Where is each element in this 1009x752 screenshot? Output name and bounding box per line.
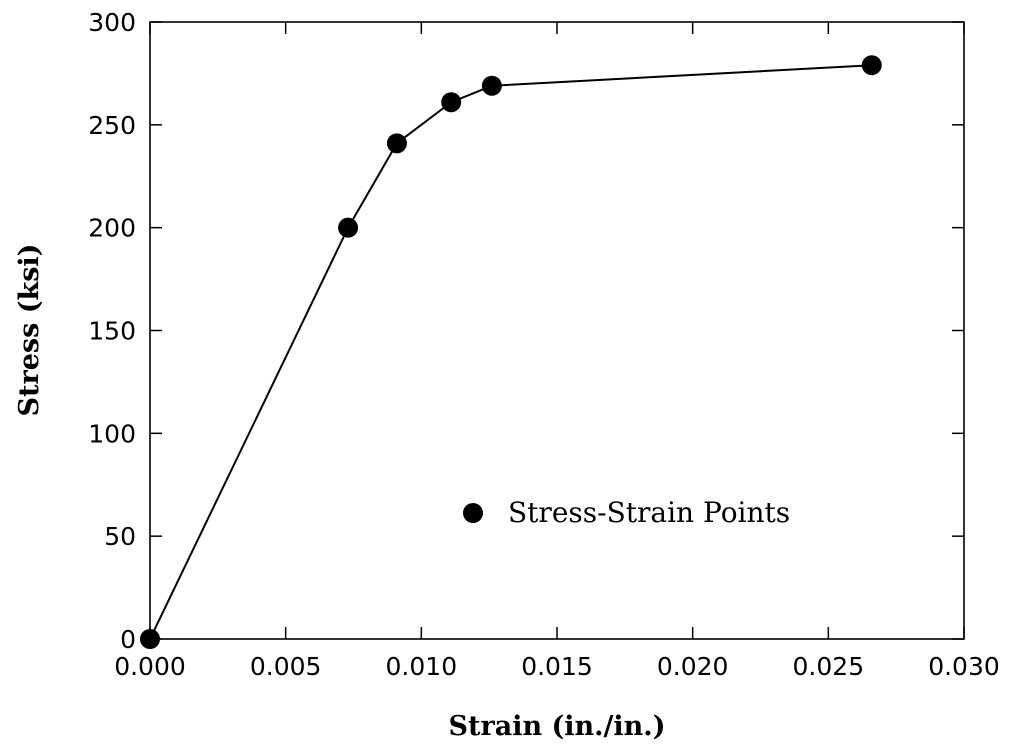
x-tick-label: 0.010 [386,652,458,681]
series-line [149,64,872,640]
y-tick-label: 100 [88,419,136,448]
y-tick-labels: 0 50 100 150 200 250 300 [88,8,136,654]
y-axis-title: Stress (ksi) [14,244,45,417]
x-tick-label: 0.030 [928,652,1000,681]
x-tick-label: 0.025 [793,652,865,681]
y-tick-label: 300 [88,8,136,37]
y-tick-label: 0 [120,625,136,654]
legend-label: Stress-Strain Points [508,496,790,529]
legend-marker [463,503,483,523]
x-tick-label: 0.015 [521,652,593,681]
legend: Stress-Strain Points [463,496,790,529]
data-point [441,92,462,113]
x-axis-title: Strain (in./in.) [449,711,666,742]
y-tick-label: 150 [88,317,136,346]
axis-ticks [149,21,965,640]
data-point [338,217,359,238]
y-tick-label: 50 [104,522,136,551]
x-tick-label: 0.000 [114,652,186,681]
data-point [861,55,882,76]
data-point [140,629,160,649]
x-tick-label: 0.005 [250,652,322,681]
data-points [140,55,882,649]
data-point [481,75,502,96]
y-tick-label: 200 [88,214,136,243]
plot-frame [149,21,965,640]
y-tick-label: 250 [88,111,136,140]
x-tick-labels: 0.000 0.005 0.010 0.015 0.020 0.025 0.030 [114,652,1000,681]
data-point [386,133,407,154]
x-tick-label: 0.020 [657,652,729,681]
